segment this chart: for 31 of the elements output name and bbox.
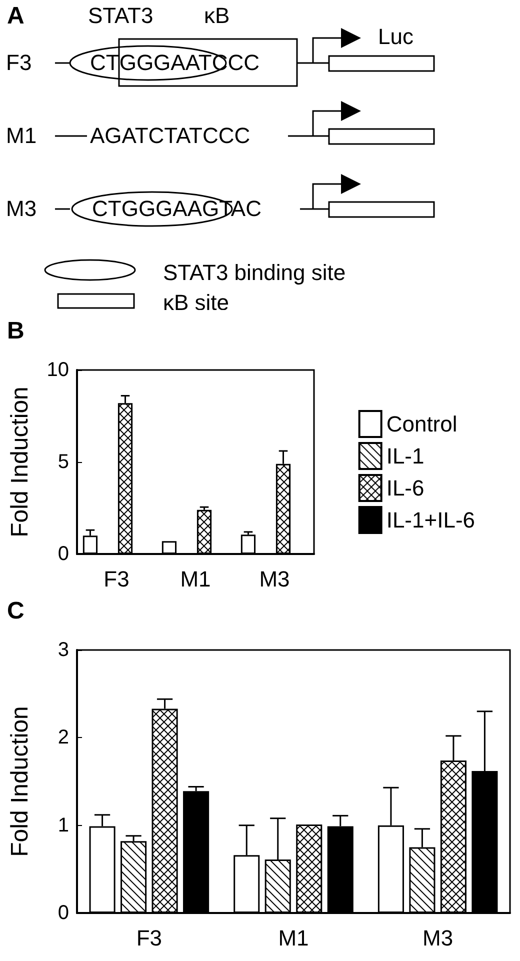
text: STAT3 [88, 2, 154, 28]
legend-label: Control [386, 412, 458, 436]
y-tick-label: 0 [58, 902, 69, 924]
y-tick-label: 3 [58, 639, 69, 661]
x-tick-label: F3 [104, 566, 130, 592]
chart-title: B [7, 318, 24, 344]
x-tick-label: M1 [180, 566, 211, 592]
y-tick-label: 1 [58, 814, 69, 836]
text: F3 [6, 50, 32, 75]
y-tick-label: 2 [58, 726, 69, 749]
y-tick-label: 10 [46, 359, 69, 381]
text: κB [204, 2, 230, 28]
y-tick-label: 0 [58, 543, 69, 565]
chart-title: C [7, 598, 24, 624]
text: A [7, 2, 24, 30]
legend-label: IL-1 [386, 444, 424, 468]
legend-label: IL-1+IL-6 [386, 508, 476, 532]
y-tick-label: 5 [58, 451, 69, 473]
x-tick-label: F3 [136, 926, 162, 950]
x-tick-label: M1 [278, 926, 309, 950]
y-axis-title: Fold Induction [6, 386, 34, 538]
text: Luc [378, 24, 414, 49]
text: AGATCTATCCC [90, 122, 250, 148]
legend-label: IL-6 [386, 476, 424, 500]
text: M3 [6, 196, 37, 221]
text: M1 [6, 122, 37, 148]
x-tick-label: M3 [259, 566, 290, 592]
text: STAT3 binding site [163, 260, 346, 285]
x-tick-label: M3 [422, 926, 454, 950]
text: κB site [163, 290, 230, 315]
y-axis-title: Fold Induction [6, 706, 34, 857]
